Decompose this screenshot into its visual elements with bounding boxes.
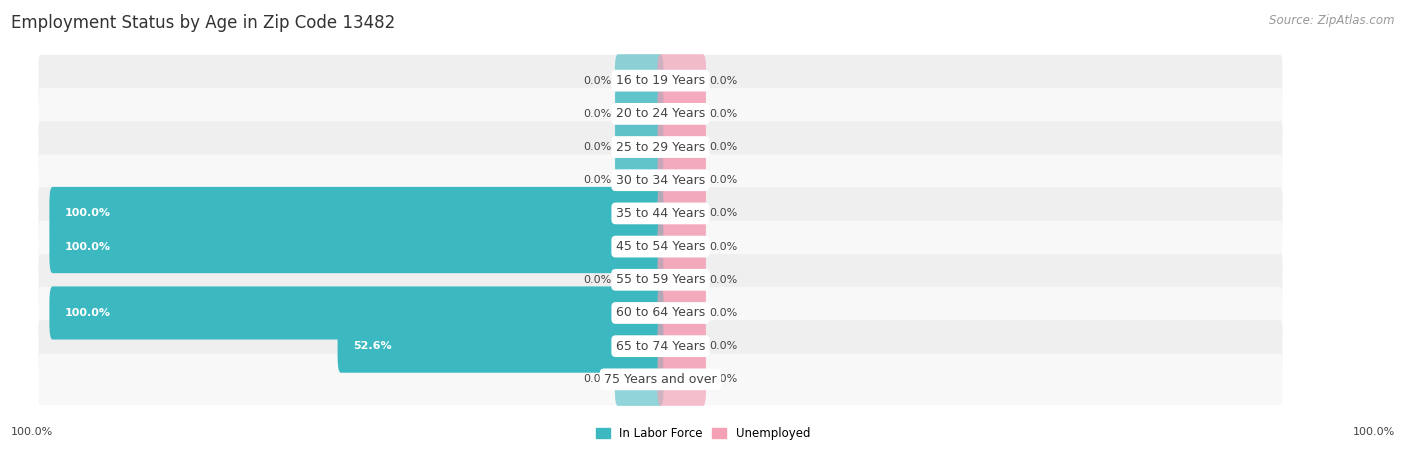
FancyBboxPatch shape	[658, 54, 706, 107]
Text: Source: ZipAtlas.com: Source: ZipAtlas.com	[1270, 14, 1395, 27]
Text: 60 to 64 Years: 60 to 64 Years	[616, 307, 704, 319]
Text: 0.0%: 0.0%	[709, 142, 737, 152]
FancyBboxPatch shape	[49, 286, 664, 340]
Text: 0.0%: 0.0%	[583, 275, 612, 285]
Text: Employment Status by Age in Zip Code 13482: Employment Status by Age in Zip Code 134…	[11, 14, 395, 32]
FancyBboxPatch shape	[38, 154, 1282, 206]
FancyBboxPatch shape	[337, 320, 664, 373]
Text: 25 to 29 Years: 25 to 29 Years	[616, 141, 704, 153]
FancyBboxPatch shape	[658, 320, 706, 373]
Text: 100.0%: 100.0%	[1353, 428, 1395, 437]
Text: 75 Years and over: 75 Years and over	[605, 373, 717, 386]
Text: 52.6%: 52.6%	[353, 341, 391, 351]
FancyBboxPatch shape	[658, 187, 706, 240]
Text: 0.0%: 0.0%	[709, 109, 737, 119]
Text: 0.0%: 0.0%	[709, 242, 737, 252]
FancyBboxPatch shape	[658, 286, 706, 340]
Text: 0.0%: 0.0%	[709, 341, 737, 351]
Text: 0.0%: 0.0%	[709, 374, 737, 384]
FancyBboxPatch shape	[38, 88, 1282, 140]
Text: 0.0%: 0.0%	[709, 175, 737, 185]
FancyBboxPatch shape	[38, 254, 1282, 306]
FancyBboxPatch shape	[614, 253, 664, 306]
Text: 0.0%: 0.0%	[583, 109, 612, 119]
FancyBboxPatch shape	[38, 55, 1282, 106]
FancyBboxPatch shape	[658, 353, 706, 406]
Text: 100.0%: 100.0%	[11, 428, 53, 437]
Text: 45 to 54 Years: 45 to 54 Years	[616, 240, 706, 253]
Text: 100.0%: 100.0%	[65, 242, 111, 252]
FancyBboxPatch shape	[38, 287, 1282, 339]
FancyBboxPatch shape	[658, 253, 706, 306]
FancyBboxPatch shape	[614, 353, 664, 406]
FancyBboxPatch shape	[658, 220, 706, 273]
Text: 0.0%: 0.0%	[583, 76, 612, 86]
FancyBboxPatch shape	[38, 320, 1282, 372]
Text: 65 to 74 Years: 65 to 74 Years	[616, 340, 706, 353]
FancyBboxPatch shape	[49, 187, 664, 240]
FancyBboxPatch shape	[614, 154, 664, 207]
FancyBboxPatch shape	[658, 87, 706, 140]
Text: 100.0%: 100.0%	[65, 208, 111, 218]
Text: 0.0%: 0.0%	[583, 175, 612, 185]
FancyBboxPatch shape	[38, 221, 1282, 272]
Text: 30 to 34 Years: 30 to 34 Years	[616, 174, 704, 187]
FancyBboxPatch shape	[38, 354, 1282, 405]
Text: 16 to 19 Years: 16 to 19 Years	[616, 74, 704, 87]
FancyBboxPatch shape	[38, 188, 1282, 239]
Text: 100.0%: 100.0%	[65, 308, 111, 318]
Text: 0.0%: 0.0%	[583, 374, 612, 384]
Text: 55 to 59 Years: 55 to 59 Years	[616, 273, 706, 286]
FancyBboxPatch shape	[614, 87, 664, 140]
Text: 0.0%: 0.0%	[709, 208, 737, 218]
Text: 20 to 24 Years: 20 to 24 Years	[616, 107, 704, 120]
FancyBboxPatch shape	[614, 120, 664, 174]
FancyBboxPatch shape	[658, 120, 706, 174]
FancyBboxPatch shape	[49, 220, 664, 273]
FancyBboxPatch shape	[38, 121, 1282, 173]
Legend: In Labor Force, Unemployed: In Labor Force, Unemployed	[591, 423, 815, 445]
FancyBboxPatch shape	[658, 154, 706, 207]
Text: 0.0%: 0.0%	[709, 275, 737, 285]
Text: 35 to 44 Years: 35 to 44 Years	[616, 207, 704, 220]
Text: 0.0%: 0.0%	[583, 142, 612, 152]
FancyBboxPatch shape	[614, 54, 664, 107]
Text: 0.0%: 0.0%	[709, 308, 737, 318]
Text: 0.0%: 0.0%	[709, 76, 737, 86]
